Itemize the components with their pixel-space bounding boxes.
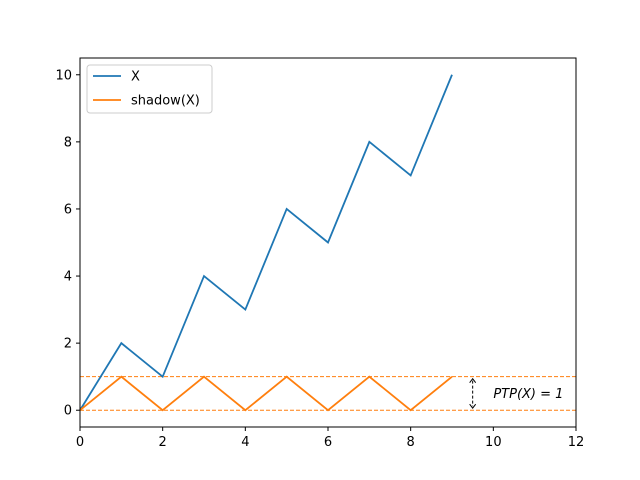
y-tick-label: 10 [55,68,72,83]
x-tick-label: 2 [159,435,167,450]
legend-label-x: X [131,70,140,85]
x-tick-label: 10 [485,435,502,450]
series-line-shadow-x [79,375,453,412]
y-tick-label: 6 [64,202,72,217]
y-tick-label: 8 [64,135,72,150]
x-tick-label: 8 [407,435,415,450]
y-tick-label: 0 [64,404,72,419]
y-tick-label: 2 [64,337,72,352]
x-tick-label: 0 [76,435,84,450]
x-tick-label: 12 [568,435,585,450]
x-tick-label: 4 [241,435,249,450]
ptp-annotation-label: PTP(X) = 1 [493,387,563,402]
ticks-layer: 0 2 4 6 8 10 12 0 2 4 6 8 10 [55,68,584,450]
ptp-arrow-head-top [469,377,477,383]
series-line-x [79,74,453,411]
annotation-layer: PTP(X) = 1 [469,377,563,410]
legend-box [86,64,213,114]
y-tick-label: 4 [64,270,72,285]
x-tick-label: 6 [324,435,332,450]
axes-frame [79,57,577,428]
lines-layer [79,74,576,412]
ptp-arrow-head-bottom [469,403,477,410]
legend-label-shadow-x: shadow(X) [131,94,200,109]
